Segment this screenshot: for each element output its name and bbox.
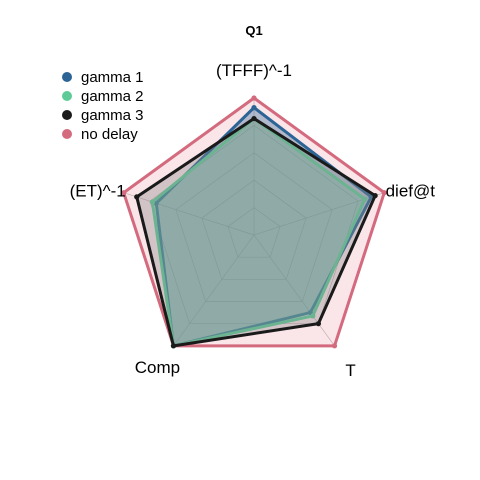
- grid-spoke: [253, 234, 335, 347]
- series-gamma-2: [149, 115, 368, 349]
- data-point: [315, 321, 322, 327]
- series-area: [135, 117, 377, 348]
- data-point: [372, 193, 378, 199]
- chart-title: Q1: [245, 23, 262, 38]
- grid-ring: [227, 207, 281, 258]
- legend-item: gamma 2: [62, 88, 144, 105]
- legend-marker: [62, 91, 72, 101]
- axis-label: (TFFF)^-1: [216, 61, 292, 80]
- grid-spoke: [123, 192, 255, 236]
- legend-item: gamma 3: [62, 107, 144, 124]
- data-point: [251, 104, 257, 111]
- data-point: [134, 194, 140, 200]
- grid-ring: [201, 179, 307, 280]
- axis-labels: (TFFF)^-1 dief@t T Comp (ET)^-1: [70, 61, 436, 380]
- radar-series: [121, 95, 387, 349]
- axis-label: (ET)^-1: [70, 182, 126, 201]
- data-point: [310, 313, 316, 319]
- legend-marker: [62, 129, 72, 139]
- grid-ring: [175, 152, 333, 302]
- data-point: [121, 190, 127, 196]
- data-point: [251, 115, 257, 122]
- legend-item: gamma 1: [62, 69, 144, 86]
- series-area: [150, 117, 367, 348]
- data-point: [153, 200, 159, 206]
- axis-label: Comp: [135, 358, 180, 377]
- legend-label: no delay: [81, 126, 138, 143]
- legend-item: no delay: [62, 126, 138, 143]
- data-point: [331, 343, 338, 349]
- grid-spoke: [173, 234, 255, 347]
- axis-label: T: [345, 361, 355, 380]
- axis-label: dief@t: [386, 182, 436, 201]
- legend: gamma 1 gamma 2 gamma 3 no delay: [62, 69, 144, 143]
- legend-label: gamma 2: [81, 88, 144, 105]
- data-point: [170, 343, 177, 349]
- series-gamma-3: [134, 115, 378, 349]
- legend-marker: [62, 110, 72, 120]
- data-point: [362, 196, 368, 202]
- legend-label: gamma 3: [81, 107, 144, 124]
- legend-marker: [62, 72, 72, 82]
- legend-label: gamma 1: [81, 69, 144, 86]
- data-point: [251, 95, 257, 101]
- data-point: [149, 199, 155, 205]
- data-point: [381, 190, 387, 196]
